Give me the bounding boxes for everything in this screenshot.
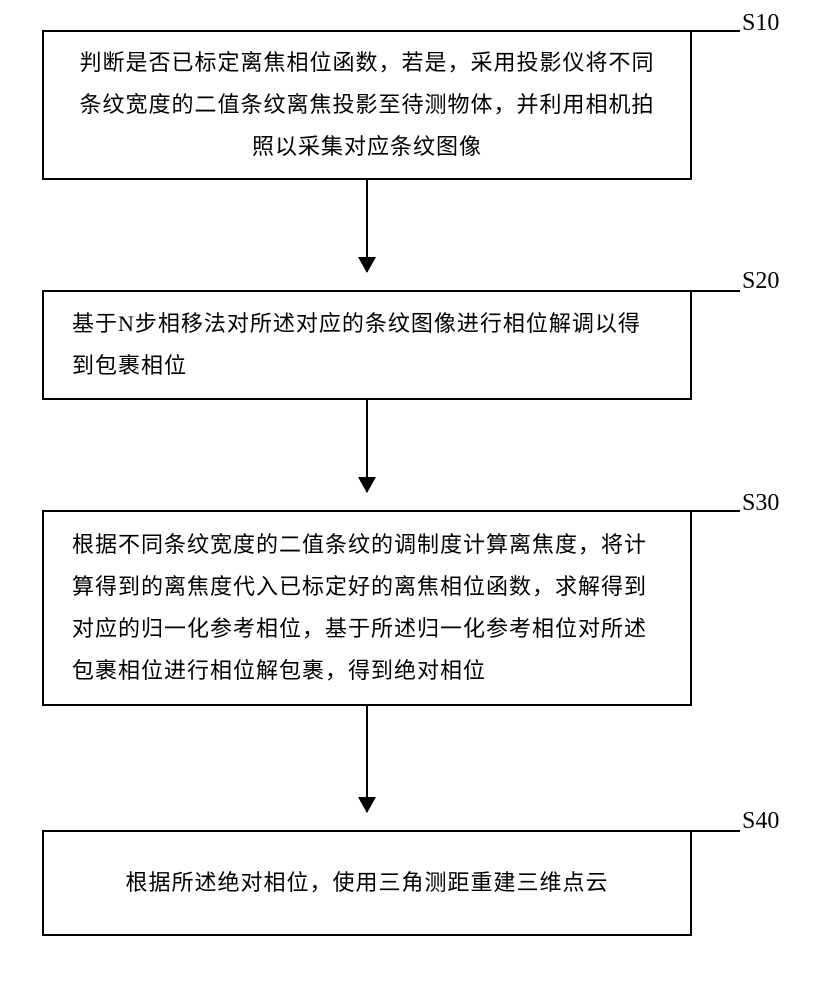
- flowchart-box-s10: 判断是否已标定离焦相位函数，若是，采用投影仪将不同条纹宽度的二值条纹离焦投影至待…: [42, 30, 692, 180]
- box-text: 根据所述绝对相位，使用三角测距重建三维点云: [125, 862, 608, 904]
- flowchart-box-s30: 根据不同条纹宽度的二值条纹的调制度计算离焦度，将计算得到的离焦度代入已标定好的离…: [42, 510, 692, 706]
- flowchart-container: 判断是否已标定离焦相位函数，若是，采用投影仪将不同条纹宽度的二值条纹离焦投影至待…: [0, 0, 818, 1000]
- box-text: 判断是否已标定离焦相位函数，若是，采用投影仪将不同条纹宽度的二值条纹离焦投影至待…: [72, 42, 662, 167]
- connector-line-s20: [692, 290, 740, 292]
- box-text: 基于N步相移法对所述对应的条纹图像进行相位解调以得到包裹相位: [72, 303, 662, 387]
- arrow-s20-s30: [366, 400, 368, 492]
- box-text: 根据不同条纹宽度的二值条纹的调制度计算离焦度，将计算得到的离焦度代入已标定好的离…: [72, 524, 662, 691]
- connector-line-s40: [692, 830, 740, 832]
- connector-line-s30: [692, 510, 740, 512]
- flowchart-box-s40: 根据所述绝对相位，使用三角测距重建三维点云: [42, 830, 692, 936]
- connector-line-s10: [692, 30, 740, 32]
- flowchart-box-s20: 基于N步相移法对所述对应的条纹图像进行相位解调以得到包裹相位: [42, 290, 692, 400]
- label-s20: S20: [742, 268, 779, 295]
- arrow-s10-s20: [366, 180, 368, 272]
- label-s10: S10: [742, 10, 779, 37]
- arrow-s30-s40: [366, 706, 368, 812]
- label-s30: S30: [742, 490, 779, 517]
- label-s40: S40: [742, 808, 779, 835]
